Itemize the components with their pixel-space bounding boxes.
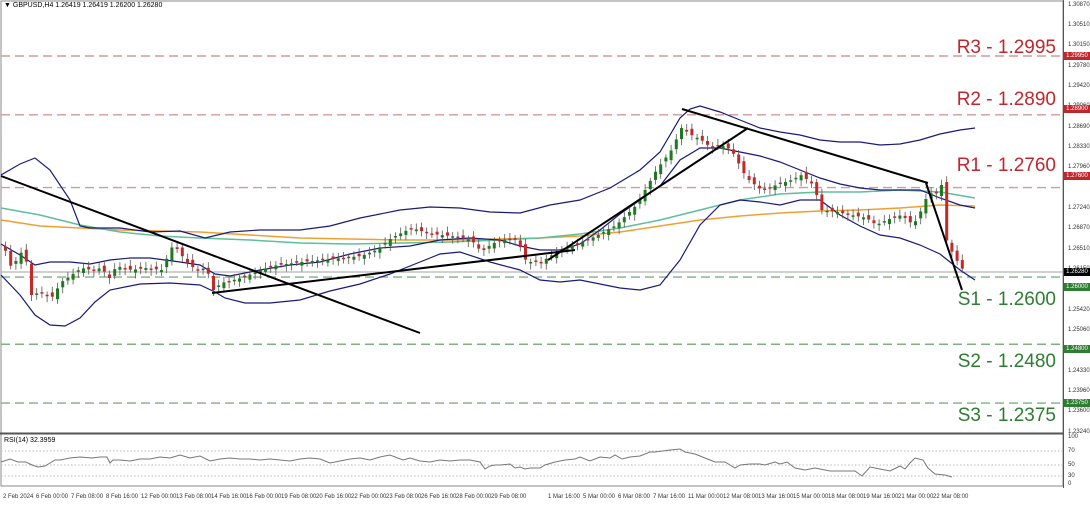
price-tick: 1.27240	[1068, 204, 1090, 211]
s2-axis-marker: 1.24800	[1064, 345, 1090, 353]
s3-axis-marker: 1.23750	[1064, 399, 1090, 407]
price-tick: 1.30510	[1068, 21, 1090, 28]
time-tick: 12 Mar 08:00	[723, 494, 759, 500]
time-tick: 7 Mar 16:00	[653, 494, 686, 500]
price-tick: 1.28330	[1068, 143, 1090, 150]
r3-axis-marker: 1.29950	[1064, 52, 1090, 60]
trendlines	[0, 108, 963, 334]
time-tick: 2 Feb 2024	[3, 494, 34, 500]
price-tick: 1.29420	[1068, 82, 1090, 89]
time-tick: 28 Feb 00:00	[456, 494, 492, 500]
price-tick: 1.26870	[1068, 225, 1090, 232]
dropdown-arrow-icon[interactable]: ▼	[4, 2, 11, 9]
price-tick: 1.28690	[1068, 123, 1090, 130]
price-tick: 1.23960	[1068, 388, 1090, 395]
rsi-panel	[0, 433, 1064, 487]
current-price-marker: 1.26280	[1064, 268, 1090, 276]
time-tick: 14 Feb 16:00	[211, 494, 247, 500]
rsi-axis-70: 70	[1068, 448, 1075, 454]
price-tick: 1.30150	[1068, 41, 1090, 48]
time-tick: 13 Feb 08:00	[176, 494, 212, 500]
s2-label: S2 - 1.2480	[957, 351, 1056, 372]
time-tick: 15 Mar 00:00	[793, 494, 829, 500]
time-tick: 13 Mar 16:00	[758, 494, 794, 500]
r2-axis-marker: 1.28900	[1064, 105, 1090, 113]
time-tick: 19 Mar 16:00	[863, 494, 899, 500]
time-tick: 21 Mar 00:00	[898, 494, 934, 500]
rsi-axis-30: 30	[1068, 473, 1075, 479]
price-tick: 1.23600	[1068, 408, 1090, 415]
trendline-up-2	[547, 127, 749, 261]
symbol-header: ▼ GBPUSD,H4 1.26419 1.26419 1.26200 1.26…	[4, 2, 163, 9]
rsi-axis-0: 0	[1068, 481, 1072, 487]
time-tick: 26 Feb 16:00	[421, 494, 457, 500]
r1-label: R1 - 1.2760	[956, 155, 1056, 176]
r2-label: R2 - 1.2890	[956, 89, 1056, 110]
price-tick: 1.23240	[1068, 428, 1090, 435]
time-tick: 29 Feb 08:00	[491, 494, 527, 500]
time-tick: 6 Mar 08:00	[618, 494, 651, 500]
time-tick: 23 Feb 08:00	[386, 494, 422, 500]
time-tick: 11 Mar 00:00	[688, 494, 723, 500]
s3-label: S3 - 1.2375	[957, 405, 1056, 426]
main-panel	[0, 0, 1064, 434]
trendline-down-2	[681, 108, 929, 184]
r1-axis-marker: 1.27600	[1064, 172, 1090, 180]
price-tick: 1.27960	[1068, 164, 1090, 171]
rsi-axis-100: 100	[1068, 434, 1079, 440]
trendline-up-1	[211, 249, 576, 294]
time-tick: 8 Feb 16:00	[106, 494, 139, 500]
time-tick: 22 Feb 00:00	[351, 494, 387, 500]
price-tick: 1.25060	[1068, 326, 1090, 333]
price-tick: 1.25420	[1068, 306, 1090, 313]
rsi-axis-50: 50	[1068, 462, 1075, 468]
time-tick: 18 Mar 08:00	[828, 494, 864, 500]
time-tick: 16 Feb 00:00	[246, 494, 282, 500]
rsi-line	[0, 448, 953, 478]
s1-label: S1 - 1.2600	[957, 289, 1056, 310]
time-tick: 7 Feb 08:00	[71, 494, 104, 500]
bollinger-middle	[0, 147, 976, 277]
time-tick: 1 Mar 16:00	[548, 494, 581, 500]
price-tick: 1.24330	[1068, 367, 1090, 374]
price-tick: 1.29780	[1068, 62, 1090, 69]
time-tick: 6 Feb 00:00	[36, 494, 69, 500]
time-tick: 22 Mar 08:00	[933, 494, 969, 500]
time-tick: 20 Feb 16:00	[316, 494, 352, 500]
r3-label: R3 - 1.2995	[956, 37, 1056, 58]
trendline-down-3	[925, 182, 963, 291]
price-tick: 1.30870	[1068, 1, 1090, 8]
trendline-down-1	[0, 175, 421, 334]
time-tick: 19 Feb 08:00	[281, 494, 317, 500]
price-tick: 1.26510	[1068, 245, 1090, 252]
candlestick-series	[4, 123, 964, 304]
time-tick: 12 Feb 00:00	[141, 494, 177, 500]
bollinger-upper	[0, 105, 976, 239]
time-tick: 5 Mar 00:00	[583, 494, 616, 500]
support-resistance-lines	[1, 55, 1063, 404]
s1-axis-marker: 1.26000	[1064, 283, 1090, 291]
bollinger-lower	[0, 199, 976, 327]
rsi-title: RSI(14) 32.3959	[4, 437, 56, 444]
